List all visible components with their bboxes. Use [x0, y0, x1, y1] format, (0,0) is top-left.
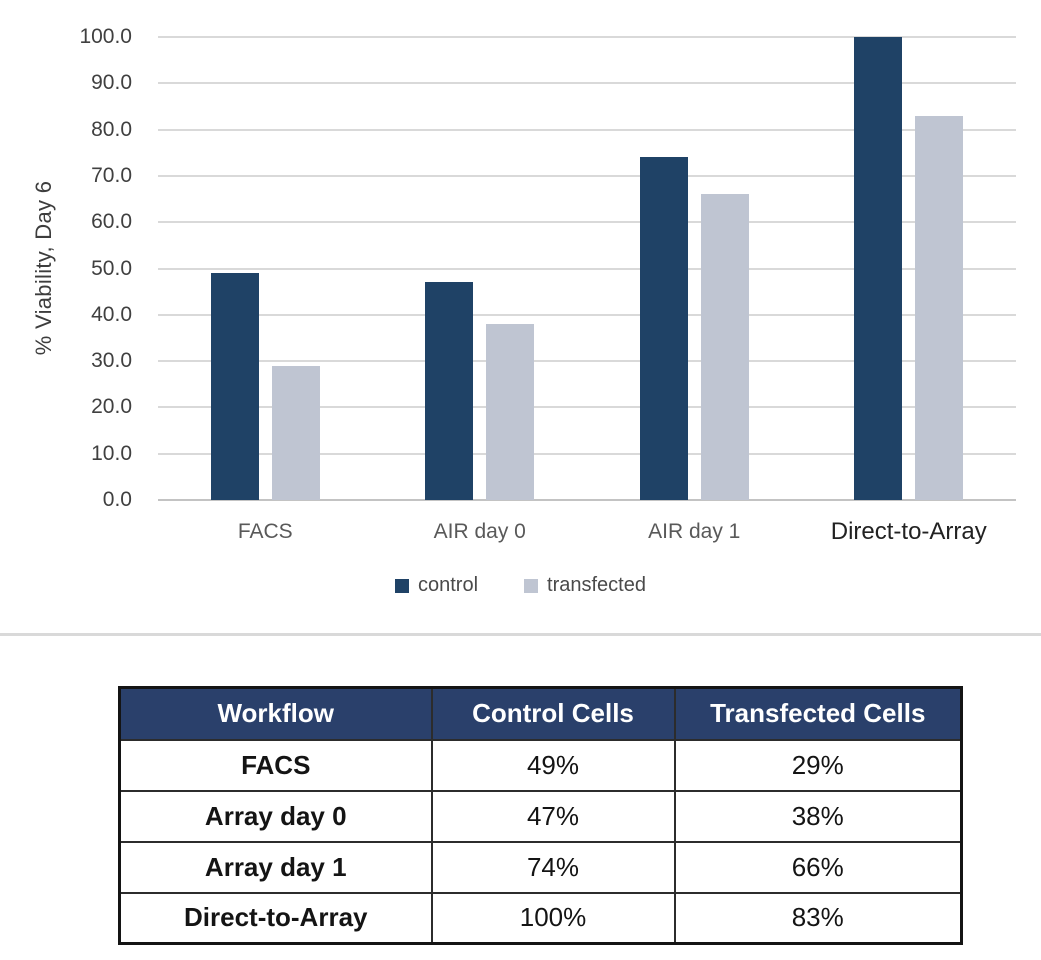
control-bar	[639, 157, 688, 500]
transfected-value-cell: 29%	[673, 738, 963, 792]
x-axis-label-direct-to-array: Direct-to-Array	[830, 518, 987, 545]
section-divider	[0, 633, 1041, 636]
chart-legend: control transfected	[0, 574, 1041, 597]
gridline	[158, 452, 1016, 455]
gridline	[158, 82, 1016, 85]
control-value-cell: 47%	[430, 789, 676, 843]
table-header-workflow: Workflow	[118, 686, 433, 741]
transfected-swatch-icon	[524, 578, 539, 593]
y-tick-label: 90.0	[91, 71, 132, 95]
plot-area	[158, 36, 1016, 501]
y-tick-label: 30.0	[91, 349, 132, 373]
table-row: Array day 1 74% 66%	[118, 840, 963, 894]
bar-group-direct-to-array	[802, 37, 1017, 500]
table-row: Direct-to-Array 100% 83%	[118, 891, 963, 945]
control-value-cell: 74%	[430, 840, 676, 894]
control-value-cell: 100%	[430, 891, 676, 945]
gridline	[158, 313, 1016, 316]
bars-layer	[158, 37, 1016, 500]
table-section: Workflow Control Cells Transfected Cells…	[0, 636, 1041, 945]
y-axis-tick-labels: 0.0 10.0 20.0 30.0 40.0 50.0 60.0 70.0 80.0 90.0 1…	[0, 25, 132, 511]
control-bar	[210, 273, 259, 500]
y-tick-label: 0.0	[102, 488, 132, 511]
transfected-value-cell: 38%	[673, 789, 963, 843]
y-tick-label: 40.0	[91, 302, 132, 326]
y-tick-label: 20.0	[91, 395, 132, 419]
transfected-bar	[915, 115, 964, 500]
x-axis-label-air-day-1: AIR day 1	[648, 520, 741, 543]
legend-item-control: control	[395, 574, 478, 597]
gridline	[158, 499, 1016, 501]
y-tick-label: 10.0	[91, 441, 132, 465]
y-tick-label: 70.0	[91, 163, 132, 187]
y-tick-label: 80.0	[91, 117, 132, 141]
transfected-value-cell: 66%	[673, 840, 963, 894]
gridline	[158, 221, 1016, 224]
table-header-transfected-cells: Transfected Cells	[673, 686, 963, 741]
x-axis-labels: FACS AIR day 0 AIR day 1 Direct-to-Array	[158, 518, 1016, 546]
transfected-bar	[271, 365, 320, 500]
workflow-cell: FACS	[118, 738, 433, 792]
gridline	[158, 360, 1016, 363]
workflow-cell: Array day 1	[118, 840, 433, 894]
control-bar	[854, 37, 903, 500]
bar-group-facs	[158, 37, 373, 500]
x-axis-label-facs: FACS	[237, 520, 293, 543]
viability-table: Workflow Control Cells Transfected Cells…	[118, 686, 963, 945]
workflow-cell: Direct-to-Array	[118, 891, 433, 945]
y-tick-label: 100.0	[79, 25, 132, 48]
gridline	[158, 406, 1016, 409]
legend-label: transfected	[547, 574, 646, 596]
gridline	[158, 36, 1016, 38]
x-axis-label-air-day-0: AIR day 0	[433, 520, 526, 543]
bar-group-air-day-0	[373, 37, 588, 500]
table-row: Array day 0 47% 38%	[118, 789, 963, 843]
transfected-bar	[700, 194, 749, 500]
table-header-row: Workflow Control Cells Transfected Cells	[118, 686, 963, 741]
transfected-value-cell: 83%	[673, 891, 963, 945]
gridline	[158, 267, 1016, 270]
control-bar	[425, 282, 474, 500]
transfected-bar	[486, 324, 535, 500]
table-header-control-cells: Control Cells	[430, 686, 676, 741]
control-swatch-icon	[395, 578, 409, 593]
workflow-cell: Array day 0	[118, 789, 433, 843]
viability-bar-chart: % Viability, Day 6 0.0 10.0 20.0 30.0 40.0 50…	[0, 25, 1041, 597]
legend-item-transfected: transfected	[524, 574, 646, 597]
control-value-cell: 49%	[430, 738, 676, 792]
y-tick-label: 60.0	[91, 210, 132, 234]
gridline	[158, 174, 1016, 177]
gridline	[158, 128, 1016, 131]
legend-label: control	[418, 574, 479, 596]
y-tick-label: 50.0	[91, 256, 132, 280]
table-row: FACS 49% 29%	[118, 738, 963, 792]
bar-group-air-day-1	[587, 37, 802, 500]
